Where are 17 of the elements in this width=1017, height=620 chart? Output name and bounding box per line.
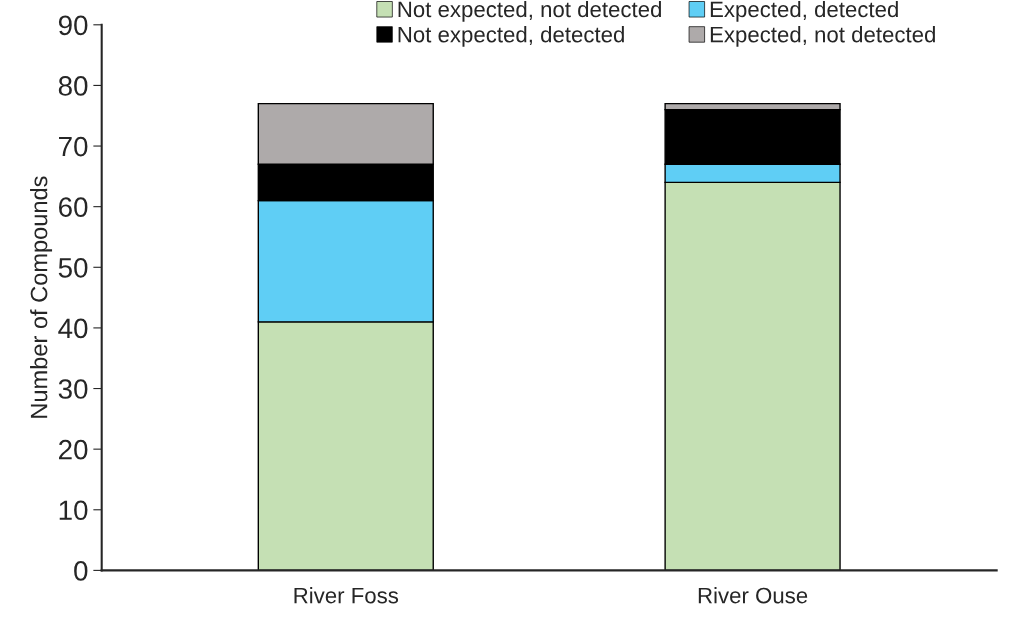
legend-label: Not expected, not detected xyxy=(398,0,661,22)
y-tick-label: 10 xyxy=(59,500,88,521)
legend-label: Not expected, detected xyxy=(398,26,624,47)
y-tick-label: 50 xyxy=(58,257,88,278)
y-tick-label: 60 xyxy=(59,197,88,218)
y-tick-label: 40 xyxy=(58,318,88,339)
legend-label: Expected, detected xyxy=(710,0,898,22)
x-tick-label: River Ouse xyxy=(698,587,808,604)
y-tick-label: 30 xyxy=(58,379,88,399)
y-tick-label: 80 xyxy=(58,76,88,96)
legend-label: Expected, not detected xyxy=(710,26,935,47)
x-tick-label: River Foss xyxy=(294,587,399,604)
y-tick-label: 0 xyxy=(74,561,88,581)
y-tick-label: 70 xyxy=(59,136,88,157)
y-tick-label: 90 xyxy=(58,15,88,36)
y-axis-title: Number of Compounds xyxy=(30,176,53,418)
y-tick-label: 20 xyxy=(59,439,88,460)
